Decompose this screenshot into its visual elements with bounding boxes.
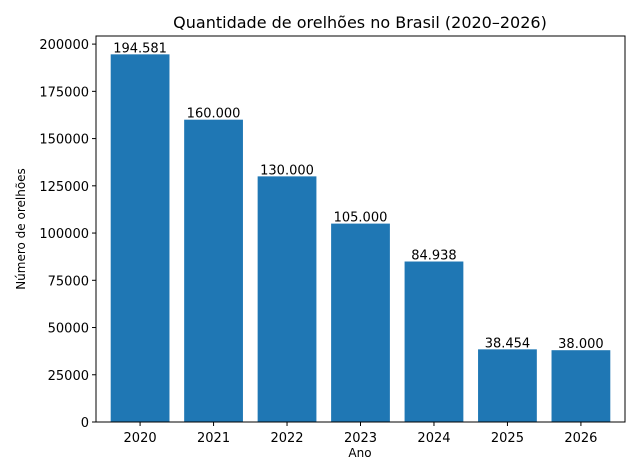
y-axis: 0 25000 50000 75000 100000 125000 150000 175000… [39, 38, 96, 431]
data-label-2026: 38.000 [558, 337, 604, 352]
bar-2024 [404, 261, 464, 422]
data-labels-group: 194.581 160.000 130.000 105.000 84.938 38.454… [113, 41, 603, 352]
data-label-2021: 160.000 [187, 107, 241, 122]
bar-2021 [184, 119, 243, 422]
y-tick-label-50000: 50000 [48, 322, 89, 337]
x-tick-label-2024: 2024 [417, 431, 450, 446]
y-tick-label-125000: 125000 [39, 180, 89, 195]
bar-2026 [551, 350, 611, 422]
bar-2020 [110, 54, 170, 422]
y-tick-label-75000: 75000 [48, 274, 89, 289]
x-tick-label-2022: 2022 [270, 431, 303, 446]
data-label-2020: 194.581 [113, 41, 167, 56]
y-tick-label-175000: 175000 [39, 85, 89, 100]
data-label-2024: 84.938 [411, 249, 457, 264]
y-tick-label-100000: 100000 [39, 227, 89, 242]
x-tick-label-2025: 2025 [491, 431, 524, 446]
plot-frame [95, 35, 626, 423]
y-axis-label: Número de orelhões [14, 168, 28, 290]
y-tick-label-25000: 25000 [48, 369, 89, 384]
data-label-2025: 38.454 [485, 336, 531, 351]
y-tick-label-0: 0 [81, 416, 89, 431]
x-axis: 2020 2021 2022 2023 2024 2025 2026 [124, 422, 597, 446]
x-tick-label-2026: 2026 [564, 431, 597, 446]
y-tick-label-200000: 200000 [39, 38, 89, 53]
data-label-2022: 130.000 [260, 163, 314, 178]
data-label-2023: 105.000 [334, 211, 388, 226]
bars-group [110, 54, 611, 422]
x-tick-label-2020: 2020 [124, 431, 157, 446]
bar-2023 [331, 223, 390, 422]
x-tick-label-2021: 2021 [197, 431, 230, 446]
chart-title: Quantidade de orelhões no Brasil (2020–2… [173, 13, 547, 32]
x-tick-label-2023: 2023 [344, 431, 377, 446]
x-axis-label: Ano [348, 446, 371, 460]
bar-2025 [478, 349, 537, 422]
y-tick-label-150000: 150000 [39, 133, 89, 148]
bar-2022 [257, 176, 317, 422]
